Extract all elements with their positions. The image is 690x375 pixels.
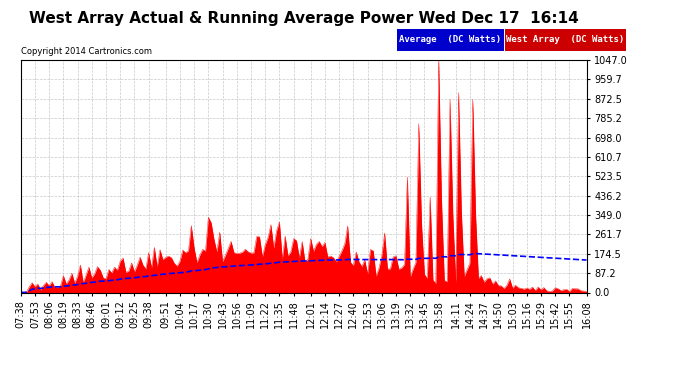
Text: Average  (DC Watts): Average (DC Watts) (399, 35, 502, 44)
Text: Copyright 2014 Cartronics.com: Copyright 2014 Cartronics.com (21, 47, 152, 56)
Text: West Array Actual & Running Average Power Wed Dec 17  16:14: West Array Actual & Running Average Powe… (29, 11, 578, 26)
Text: West Array  (DC Watts): West Array (DC Watts) (506, 35, 624, 44)
